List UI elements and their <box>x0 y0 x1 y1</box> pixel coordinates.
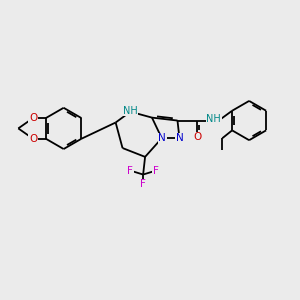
Text: O: O <box>193 132 201 142</box>
Text: N: N <box>176 133 184 143</box>
Text: F: F <box>128 166 133 176</box>
Text: O: O <box>29 134 37 144</box>
Text: O: O <box>29 113 37 123</box>
Text: NH: NH <box>123 106 138 116</box>
Text: NH: NH <box>206 114 221 124</box>
Text: F: F <box>153 166 159 176</box>
Text: N: N <box>158 133 166 143</box>
Text: F: F <box>140 179 146 189</box>
